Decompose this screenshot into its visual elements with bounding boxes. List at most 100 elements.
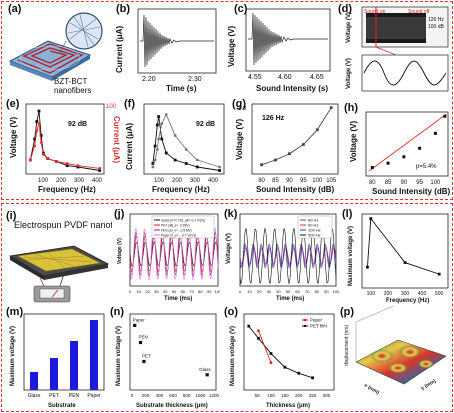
e-current-point-6 (46, 157, 50, 160)
j-xticks-7: 70 (189, 289, 194, 294)
panel-n: (n) Paper PEN PET Glass 0 200 400 600 800 1000 12… (108, 306, 220, 410)
panel-label-d: (d) (338, 3, 353, 15)
e-current-point-1 (33, 144, 37, 148)
panel-d: (d) Sound on Sound off 126 Hz 100 dB Vol… (336, 3, 452, 99)
l-xticks-4: 500 (435, 291, 444, 297)
chart-k: 80 Hz 90 Hz 100 Hz 500 Hz 0 10 20 30 40 50 60 7… (226, 213, 340, 302)
panel-label-b: (b) (116, 3, 131, 15)
f-s1-point-9 (218, 165, 221, 169)
ylabel-o: Maximum voltage (V) (230, 326, 236, 386)
g-xticks-5: 105 (326, 178, 337, 184)
ylabel-j: Voltage (V) (117, 238, 123, 264)
k-xticks-4: 40 (276, 289, 281, 294)
j-xticks-2: 20 (145, 289, 150, 294)
caption-a: BZT-BCT nanofibers (54, 77, 92, 95)
xlabel-f: Frequency (Hz) (152, 185, 210, 194)
h-xticks-4: 100 (430, 180, 441, 186)
f-s0-line (152, 116, 220, 171)
xtick-f-1: 200 (172, 178, 183, 184)
m-bar-1 (50, 358, 58, 390)
ylabel-e-left: Voltage (V) (9, 116, 18, 158)
e-voltage-point-10 (98, 169, 102, 172)
panel-k: (k) 80 Hz 90 Hz 100 Hz 500 Hz 0 10 20 30 40 5… (220, 206, 340, 304)
decay-waveform-b (140, 14, 214, 68)
g-xticks-3: 95 (300, 178, 307, 184)
panel-label-a: (a) (8, 3, 22, 15)
ylabel-k: Voltage (V) (226, 233, 232, 264)
xtick-e-3: 400 (92, 178, 103, 184)
f-s1-line (152, 113, 220, 168)
f-s0-point-9 (218, 169, 221, 172)
surface-peak-3 (387, 362, 409, 374)
panel-c: (c) 4.55 4.60 4.65 Sound Intensity (s) V… (222, 3, 334, 95)
panel-h: (h) p=5.4% 80 85 90 95 100 Sound Intensity (… (342, 96, 452, 198)
h-xticks-0: 80 (369, 180, 376, 186)
m-bar-3 (90, 320, 98, 390)
o-xticks-4: 250 (309, 393, 317, 398)
ylabel-f: Current (μA) (125, 123, 134, 170)
note-g: 126 Hz (262, 115, 285, 122)
n-point-label-3: Glass (199, 367, 211, 372)
e-current-point-0 (28, 158, 32, 162)
e-current-point-7 (54, 160, 58, 163)
o-pet-point-0 (247, 324, 251, 328)
ylabel-p: y (mm) (420, 378, 437, 392)
o-pet-point-4 (297, 371, 301, 375)
chart-j: Glass (V=0.728, μA= 0.1 V/(V)) PET (dB_e… (117, 213, 220, 302)
m-xticks-0: Glass (28, 393, 41, 399)
e-voltage-point-9 (76, 165, 80, 169)
ylabel-e-right: Current (μA) (112, 116, 121, 163)
panel-label-k: (k) (224, 208, 238, 220)
k-xticks-2: 20 (257, 289, 262, 294)
xlabel-e: Frequency (Hz) (38, 185, 96, 194)
f-s0-point-5 (164, 151, 168, 155)
l-point-1 (369, 217, 373, 221)
xlabel-j: Time (ms) (164, 296, 192, 302)
xlabel-c: Sound Intensity (s) (256, 84, 328, 93)
ylabel-g: Voltage (V) (235, 118, 244, 160)
freq-d: 126 Hz (428, 17, 444, 23)
f-s1-point-0 (151, 165, 155, 169)
m-bar-0 (30, 372, 38, 390)
n-point-label-2: PET (142, 354, 151, 359)
f-s1-point-5 (164, 113, 168, 116)
panel-label-l: (l) (342, 208, 353, 220)
xlabel-g: Sound Intensity (dB) (256, 185, 335, 194)
g-xticks-2: 90 (286, 178, 293, 184)
xlabel-l: Frequency (Hz) (386, 298, 429, 304)
f-s0-point-6 (173, 158, 177, 162)
f-s0-point-1 (153, 144, 157, 148)
note-h: p=5.4% (416, 164, 437, 170)
xlabel-k: Time (ms) (276, 296, 304, 302)
tag-sound-off: Sound off (408, 9, 430, 15)
nanofiber-device-illustration (8, 12, 103, 81)
xtick-e-1: 200 (56, 178, 67, 184)
m-xticks-2: PEN (69, 393, 80, 399)
top-section-border (1, 1, 453, 200)
panel-e: (e) 92 dB 100 100 200 300 400 Frequency … (4, 96, 122, 196)
j-wave-3 (129, 227, 219, 281)
panel-label-e: (e) (6, 98, 20, 110)
surface-peak-4 (417, 359, 435, 369)
n-point-1 (138, 340, 143, 345)
e-current-point-5 (41, 153, 45, 156)
o-paper-line (258, 330, 272, 363)
f-s0-point-2 (155, 123, 159, 127)
h-fit-line (368, 113, 447, 172)
f-s0-point-4 (160, 137, 164, 141)
f-s1-point-7 (184, 148, 188, 151)
note-e: 92 dB (68, 121, 87, 128)
f-s0-point-8 (195, 165, 199, 169)
j-xticks-10: 100 (215, 289, 220, 294)
n-xticks-2: 400 (156, 393, 164, 398)
chart-l: 100 200 300 400 500 Frequency (Hz) Maximum v… (348, 213, 449, 304)
m-xticks-1: PET (49, 393, 59, 399)
e-voltage-point-4 (39, 134, 43, 137)
panel-label-f: (f) (124, 98, 135, 110)
ylabel-d-bottom: Voltage (V) (346, 58, 352, 89)
legend-k-1: 90 Hz (308, 223, 318, 228)
e-current-point-2 (35, 129, 39, 132)
k-xticks-5: 50 (286, 289, 291, 294)
chart-c: 4.55 4.60 4.65 Sound Intensity (s) Volta… (227, 8, 331, 93)
xlabel-b: Time (s) (166, 84, 197, 93)
